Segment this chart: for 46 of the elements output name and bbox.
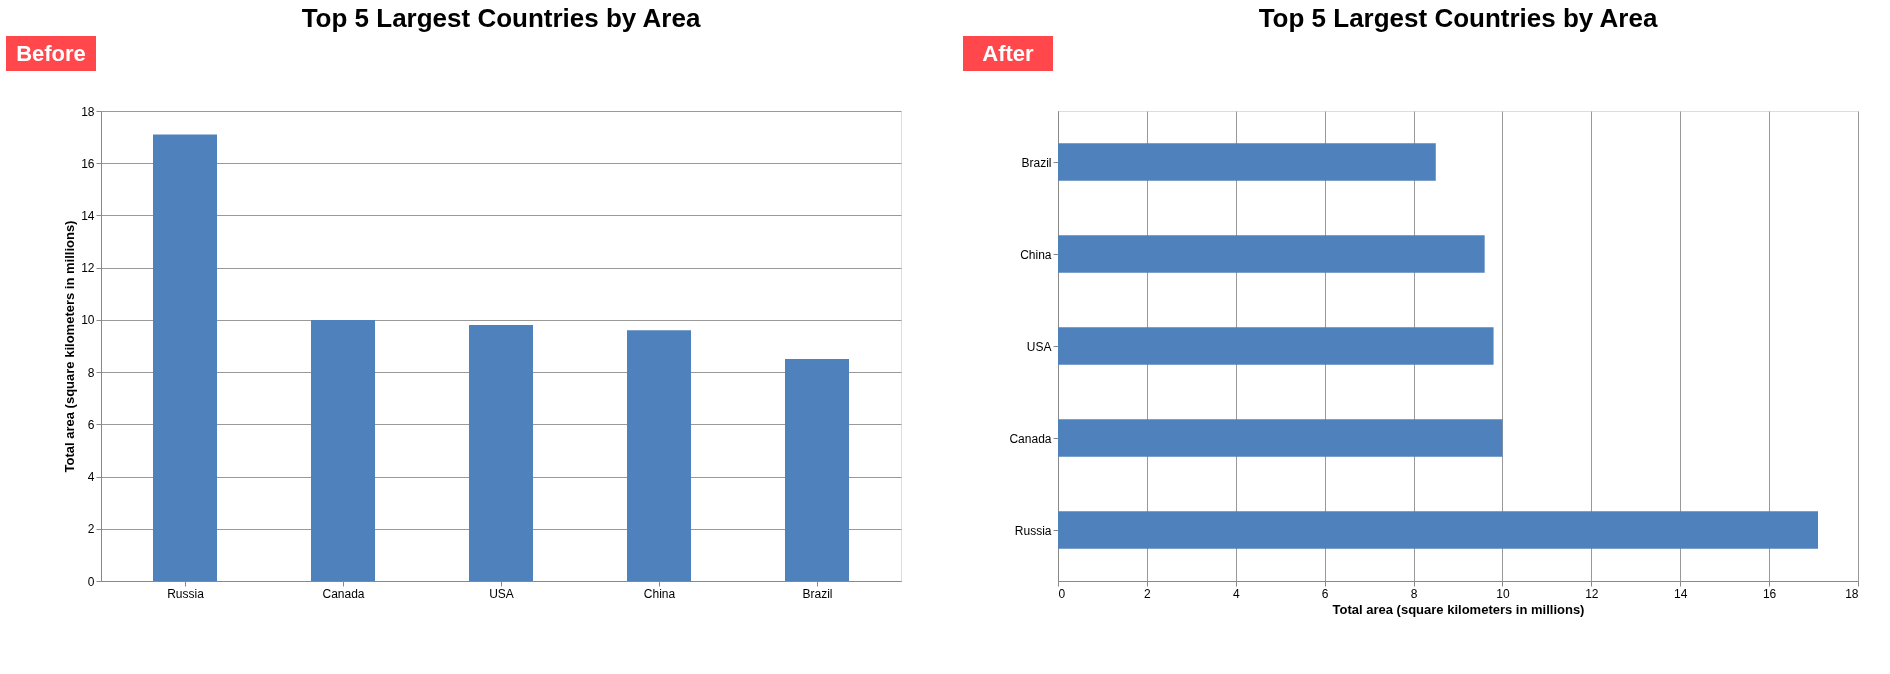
y-axis-title: Total area (square kilometers in millions) <box>62 220 78 473</box>
x-tick-label: 10 <box>1496 586 1510 601</box>
bar <box>1058 235 1485 273</box>
bar <box>627 330 691 581</box>
y-tick-label: 18 <box>81 104 95 119</box>
x-tick-label: Brazil <box>802 586 833 601</box>
x-tick-label: China <box>643 586 676 601</box>
x-tick-label: 12 <box>1585 586 1599 601</box>
x-tick-label: 18 <box>1845 586 1859 601</box>
x-tick-label: 4 <box>1232 586 1240 601</box>
bar <box>1058 327 1494 365</box>
x-tick-label: 16 <box>1762 586 1777 601</box>
x-tick-label: Russia <box>167 586 205 601</box>
y-tick-label: 12 <box>81 261 95 276</box>
x-tick-label: 8 <box>1410 586 1418 601</box>
y-tick-label: 16 <box>81 156 95 171</box>
bar <box>1058 143 1436 181</box>
x-axis-title: Total area (square kilometers in millions) <box>1332 601 1585 617</box>
x-tick-label: 6 <box>1321 586 1329 601</box>
bar <box>469 325 533 581</box>
y-tick-label: 14 <box>81 208 95 223</box>
y-tick-label: USA <box>1026 339 1052 354</box>
y-tick-label: 8 <box>87 365 95 380</box>
y-tick-label: 10 <box>81 313 95 328</box>
x-tick-label: 14 <box>1674 586 1688 601</box>
y-tick-label: China <box>1020 247 1052 262</box>
y-tick-label: 6 <box>87 417 95 432</box>
bar <box>153 134 217 581</box>
bar <box>785 359 849 581</box>
x-tick-label: Canada <box>322 586 365 601</box>
bar <box>1058 419 1503 457</box>
text: Before <box>16 41 86 66</box>
y-tick-label: 2 <box>87 522 95 537</box>
chart-title: Top 5 Largest Countries by Area <box>1258 3 1658 33</box>
chart-title: Top 5 Largest Countries by Area <box>301 3 701 33</box>
y-tick-label: 0 <box>87 574 95 589</box>
x-tick-label: 0 <box>1058 586 1066 601</box>
y-tick-label: Canada <box>1009 431 1052 446</box>
y-tick-label: Russia <box>1014 523 1052 538</box>
x-tick-label: 2 <box>1144 586 1152 601</box>
bar <box>311 319 375 581</box>
bar <box>1058 511 1818 549</box>
y-tick-label: Brazil <box>1021 155 1052 170</box>
x-tick-label: USA <box>489 586 514 601</box>
text: After <box>982 41 1035 66</box>
y-tick-label: 4 <box>87 470 95 485</box>
